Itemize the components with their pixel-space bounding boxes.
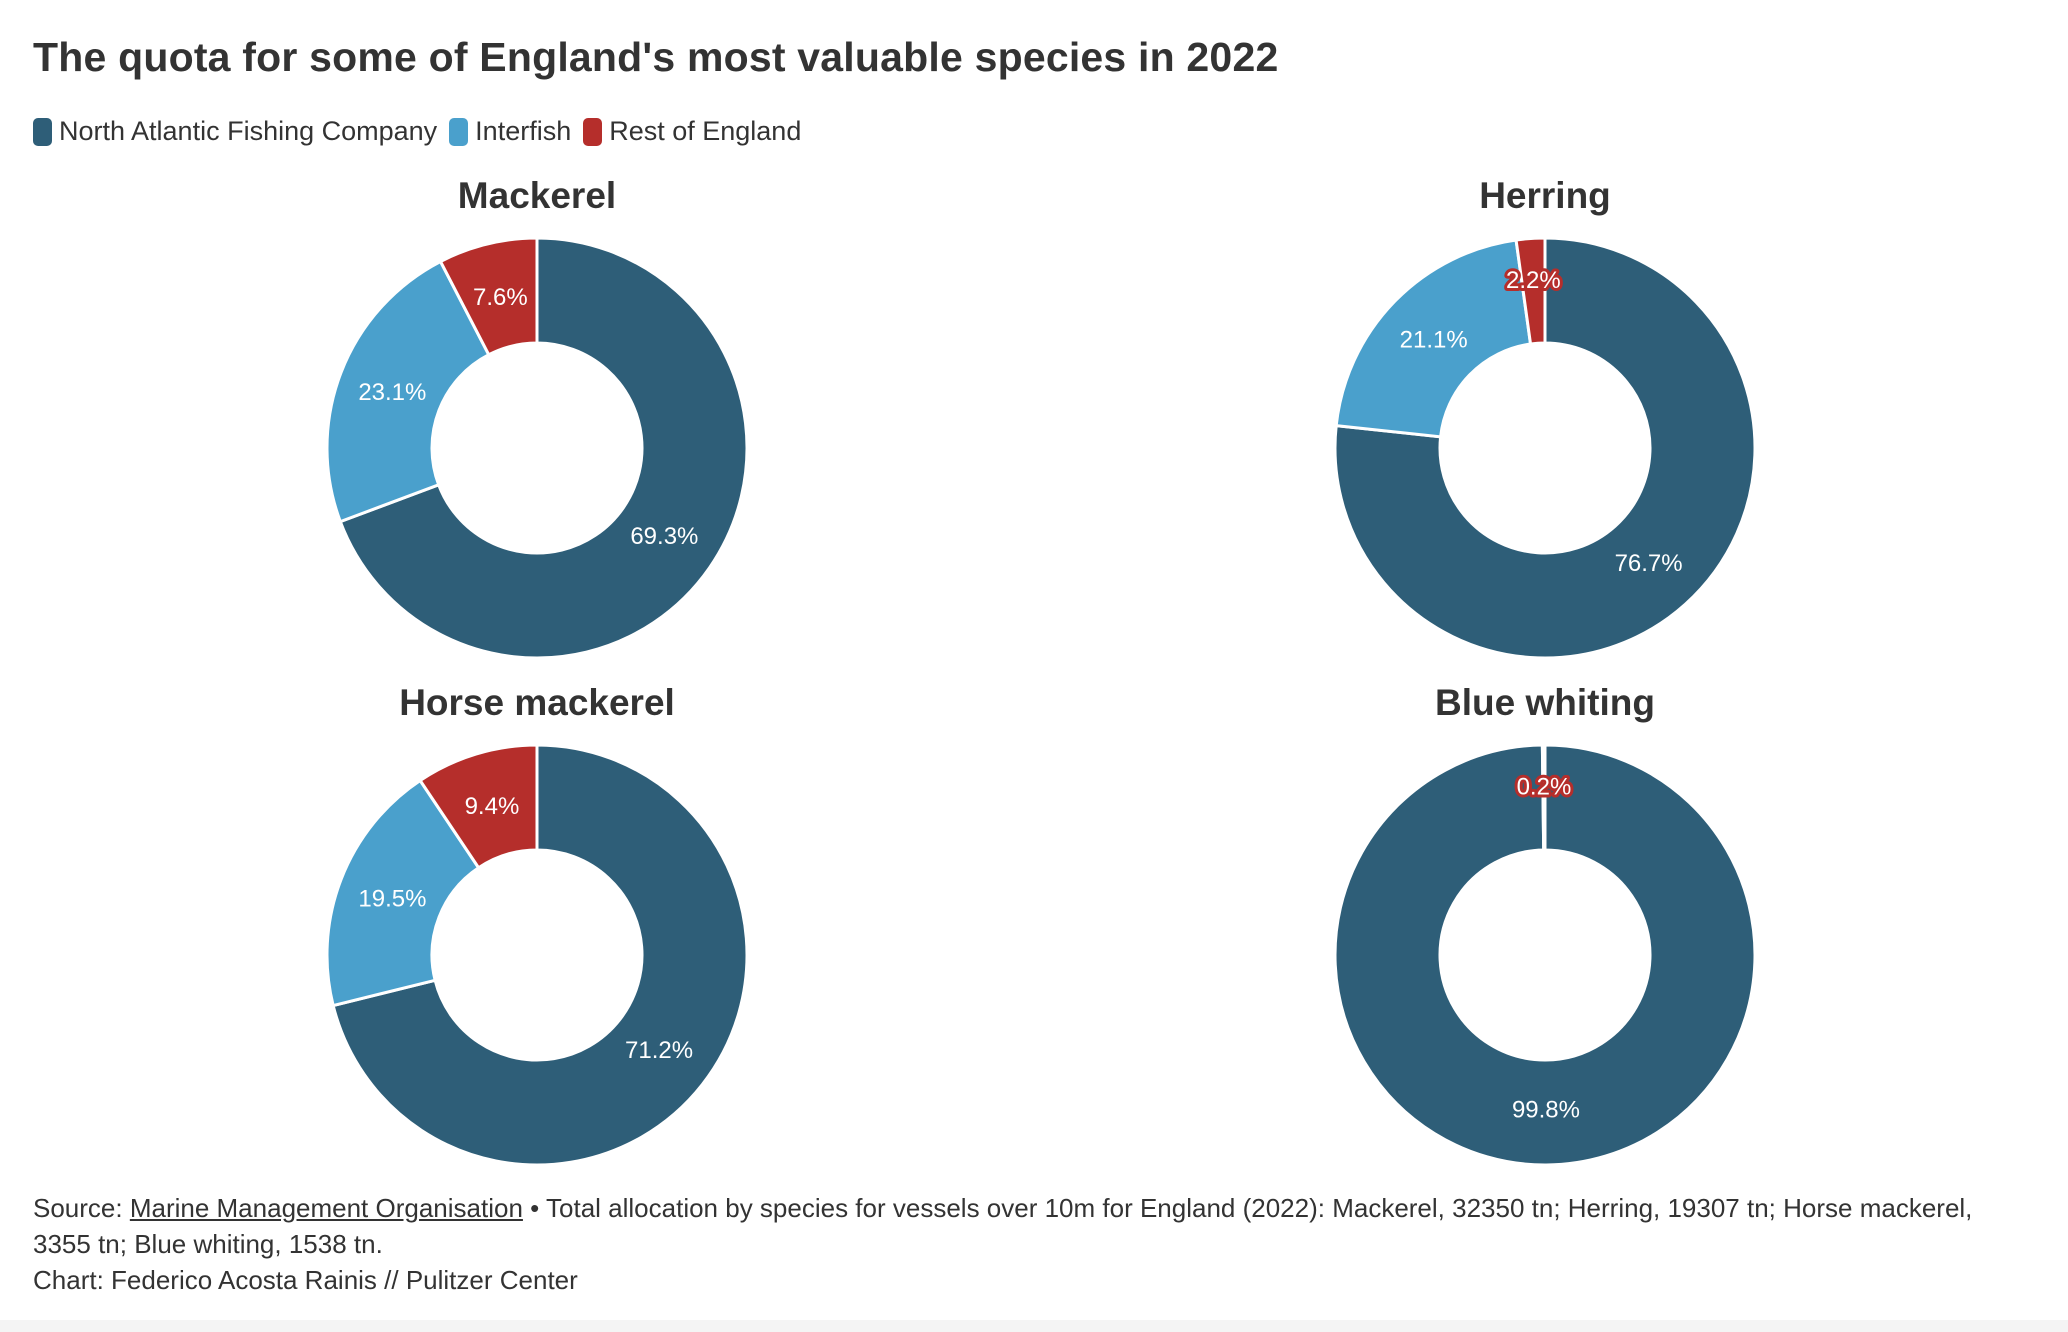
legend-label-nafc: North Atlantic Fishing Company (59, 116, 438, 146)
data-label-interfish: 19.5% (358, 886, 426, 913)
donut-slice-interfish[interactable] (325, 778, 481, 1008)
source-prefix: Source: (33, 1193, 130, 1223)
source-line: Source: Marine Management Organisation •… (33, 1190, 2033, 1262)
data-label-north-atlantic-fishing-company: 76.7% (1615, 550, 1683, 577)
data-label-rest-of-england: 7.6% (473, 284, 528, 311)
donut-slice-rest-of-england[interactable] (1514, 236, 1547, 346)
donut-title: Blue whiting (1435, 682, 1655, 723)
footer: Source: Marine Management Organisation •… (33, 1190, 2033, 1298)
donut-title: Herring (1479, 175, 1611, 216)
data-label-interfish: 21.1% (1400, 327, 1468, 354)
data-label-north-atlantic-fishing-company: 69.3% (630, 523, 698, 550)
data-label-rest-of-england: 2.2% (1506, 267, 1561, 294)
donut-blue-whiting: Blue whiting 99.8% 0.2% (1333, 682, 1757, 1167)
source-link[interactable]: Marine Management Organisation (129, 1193, 523, 1223)
donut-mackerel: Mackerel 69.3% 23.1% 7.6% (325, 175, 749, 660)
credit-line: Chart: Federico Acosta Rainis // Pulitze… (33, 1265, 578, 1295)
source-note: • Total allocation by species for vessel… (33, 1193, 1973, 1259)
legend-item-interfish[interactable]: Interfish (449, 116, 571, 147)
donut-herring: Herring 76.7% 21.1% 2.2% (1333, 175, 1757, 660)
donut-slice-rest-of-england[interactable] (418, 743, 539, 870)
donut-slice-rest-of-england[interactable] (438, 236, 539, 357)
legend-label-rest-of-england: Rest of England (609, 116, 802, 146)
legend-item-rest-of-england[interactable]: Rest of England (583, 116, 801, 147)
donut-slice-interfish[interactable] (1334, 238, 1533, 439)
donut-horse-mackerel: Horse mackerel 71.2% 19.5% 9.4% (325, 682, 749, 1167)
donut-slice-north-atlantic-fishing-company[interactable] (338, 236, 749, 660)
donut-slice-north-atlantic-fishing-company[interactable] (1333, 236, 1757, 660)
donut-slice-north-atlantic-fishing-company[interactable] (331, 743, 749, 1167)
legend: North Atlantic Fishing Company Interfish… (33, 116, 813, 147)
data-label-interfish: 23.1% (358, 379, 426, 406)
legend-swatch-interfish (449, 117, 469, 146)
donut-slice-interfish[interactable] (325, 259, 491, 524)
data-label-north-atlantic-fishing-company: 99.8% (1512, 1096, 1580, 1123)
bottom-bar (0, 1320, 2068, 1332)
donut-title: Mackerel (458, 175, 616, 216)
chart-title: The quota for some of England's most val… (33, 34, 1279, 80)
data-label-rest-of-england: 0.2% (1517, 774, 1572, 801)
legend-label-interfish: Interfish (475, 116, 572, 146)
data-label-rest-of-england: 9.4% (465, 793, 520, 820)
data-label-north-atlantic-fishing-company: 71.2% (625, 1037, 693, 1064)
donut-slice-north-atlantic-fishing-company[interactable] (1333, 743, 1757, 1167)
legend-swatch-rest-of-england (583, 117, 603, 146)
donut-charts: Mackerel 69.3% 23.1% 7.6% Herring 76.7% 21.1% 2… (325, 175, 1757, 1167)
donut-slice-rest-of-england[interactable] (1540, 743, 1547, 852)
donut-title: Horse mackerel (399, 682, 675, 723)
legend-swatch-nafc (33, 117, 52, 146)
legend-item-nafc[interactable]: North Atlantic Fishing Company (33, 116, 437, 147)
